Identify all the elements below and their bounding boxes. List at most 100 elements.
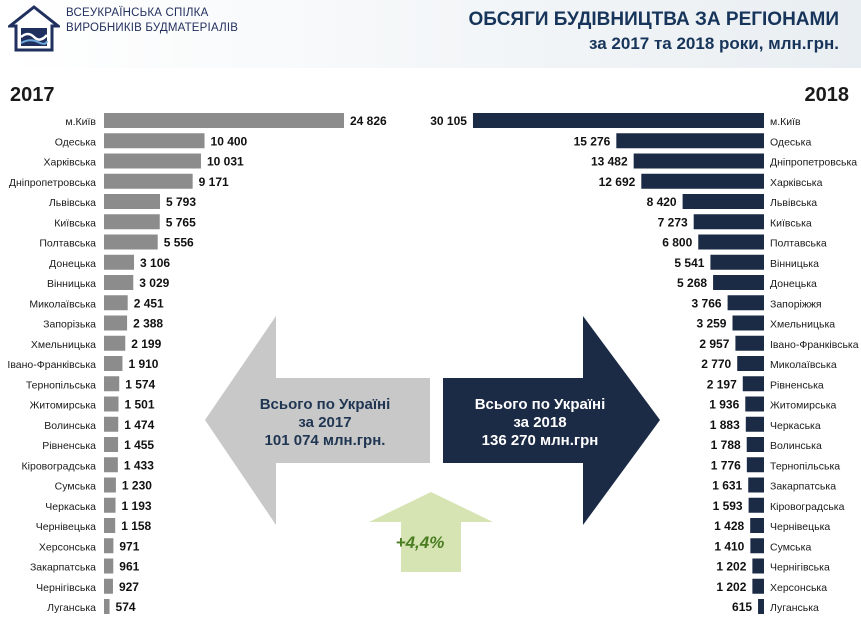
bar-2018 [750, 518, 764, 533]
region-label-2018: м.Київ [770, 116, 801, 128]
bar-2017 [104, 153, 201, 169]
value-label-2017: 3 029 [139, 276, 169, 290]
region-label-2018: Чернівецька [770, 521, 830, 533]
total-2018-line1: Всього по Україні [474, 396, 606, 413]
value-label-2017: 1 474 [124, 418, 154, 432]
region-label-2018: Сумська [770, 541, 811, 553]
region-label-2017: Запорізька [43, 319, 96, 331]
value-label-2018: 6 800 [662, 236, 692, 250]
bar-2017 [104, 578, 113, 594]
region-label-2018: Рівненська [770, 379, 824, 391]
value-label-2017: 971 [119, 539, 139, 553]
value-label-2018: 13 482 [591, 155, 628, 169]
value-label-2018: 5 268 [677, 276, 707, 290]
region-label-2017: Івано-Франківська [7, 359, 96, 371]
region-label-2018: Херсонська [770, 582, 827, 594]
region-label-2018: Житомирська [770, 400, 837, 412]
bar-2017 [104, 254, 135, 270]
bar-2018 [750, 538, 764, 554]
region-label-2017: Вінницька [47, 278, 96, 290]
region-label-2017: Волинська [44, 420, 96, 432]
bar-2018 [732, 315, 764, 331]
bar-2017 [104, 518, 116, 533]
region-label-2017: Полтавська [39, 238, 96, 250]
region-label-2018: Івано-Франківська [770, 339, 859, 351]
region-label-2018: Одеська [770, 136, 811, 148]
bar-2018 [746, 457, 764, 473]
org-name-line2: ВИРОБНИКІВ БУДМАТЕРІАЛІВ [66, 22, 239, 34]
value-label-2017: 1 433 [124, 458, 154, 472]
value-label-2018: 2 197 [707, 377, 737, 391]
bar-2017 [104, 315, 128, 331]
growth-percent: +4,4% [395, 533, 445, 552]
bar-2017 [104, 234, 158, 250]
total-2018-line2: за 2018 [513, 414, 567, 431]
bar-2018 [745, 396, 764, 412]
region-label-2017: Чернівецька [36, 521, 96, 533]
bar-2018 [633, 153, 764, 169]
total-2017-line2: за 2017 [298, 414, 352, 431]
value-label-2018: 1 631 [712, 479, 742, 493]
value-label-2018: 1 428 [714, 519, 744, 533]
bar-2018 [616, 133, 764, 149]
bar-2018 [746, 437, 764, 452]
value-label-2018: 1 410 [714, 539, 744, 553]
value-label-2017: 2 451 [134, 296, 164, 310]
bar-2018 [748, 497, 764, 513]
region-label-2018: Луганська [770, 602, 819, 614]
region-label-2018: Кіровоградська [770, 501, 845, 513]
bar-2017 [104, 558, 114, 574]
value-label-2017: 5 556 [164, 236, 194, 250]
value-label-2017: 10 031 [207, 155, 244, 169]
bar-2017 [104, 275, 134, 290]
region-label-2017: Донецька [49, 258, 96, 270]
total-2017-line3: 101 074 млн.грн. [264, 432, 386, 449]
value-label-2018: 7 273 [658, 215, 688, 229]
value-label-2017: 24 826 [350, 114, 387, 128]
bar-2018 [735, 335, 764, 351]
region-label-2017: Київська [54, 217, 96, 229]
bar-2017 [104, 457, 118, 473]
value-label-2017: 10 400 [211, 134, 248, 148]
bar-2017 [104, 416, 119, 432]
year-2017-label: 2017 [10, 84, 55, 106]
bar-2018 [641, 173, 764, 189]
value-label-2018: 1 936 [709, 398, 739, 412]
value-label-2017: 1 193 [122, 499, 152, 513]
title-line2: за 2017 та 2018 роки, млн.грн. [589, 34, 839, 53]
value-label-2018: 5 541 [674, 256, 704, 270]
value-label-2018: 1 202 [716, 580, 746, 594]
growth-arrow-shape [369, 492, 493, 572]
region-label-2017: Дніпропетровська [9, 177, 96, 189]
region-label-2018: Хмельницька [770, 319, 835, 331]
value-label-2018: 1 593 [713, 499, 743, 513]
header-bar [0, 0, 861, 68]
region-label-2018: Львівська [770, 197, 817, 209]
region-label-2018: Тернопільська [770, 460, 840, 472]
value-label-2017: 2 388 [133, 317, 163, 331]
bar-2017 [104, 113, 344, 128]
bar-2018 [752, 558, 764, 574]
region-label-2017: Сумська [55, 481, 96, 493]
value-label-2018: 2 770 [701, 357, 731, 371]
region-label-2018: Харківська [770, 177, 823, 189]
bar-2018 [742, 376, 764, 392]
value-label-2018: 15 276 [574, 134, 611, 148]
region-label-2017: Житомирська [30, 400, 97, 412]
bar-2017 [104, 538, 114, 554]
bar-2018 [698, 234, 764, 250]
bar-2017 [104, 133, 205, 149]
value-label-2017: 1 574 [125, 377, 155, 391]
bar-2017 [104, 599, 110, 614]
region-label-2018: Запоріжжя [770, 298, 822, 310]
region-label-2018: Волинська [770, 440, 822, 452]
region-label-2017: Луганська [47, 602, 96, 614]
region-label-2017: Хмельницька [31, 339, 96, 351]
region-label-2017: Кіровоградська [22, 460, 97, 472]
bar-2017 [104, 335, 126, 351]
region-label-2018: Черкаська [770, 420, 821, 432]
region-label-2017: Рівненська [42, 440, 96, 452]
organization-name: ВСЕУКРАЇНСЬКА СПІЛКА ВИРОБНИКІВ БУДМАТЕР… [66, 6, 238, 36]
value-label-2018: 1 788 [711, 438, 741, 452]
region-label-2018: Полтавська [770, 238, 827, 250]
